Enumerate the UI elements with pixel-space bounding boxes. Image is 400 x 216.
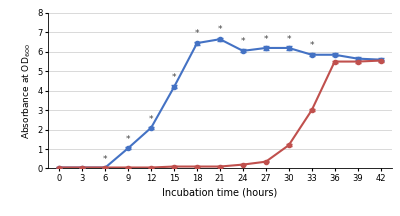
Text: *: * — [103, 155, 108, 164]
X-axis label: Incubation time (hours): Incubation time (hours) — [162, 187, 278, 197]
Text: *: * — [149, 115, 154, 124]
Text: *: * — [195, 29, 199, 38]
Text: *: * — [241, 37, 245, 46]
Text: *: * — [310, 41, 314, 50]
Text: *: * — [126, 135, 130, 144]
Text: *: * — [286, 35, 291, 44]
Text: *: * — [218, 25, 222, 34]
Text: *: * — [172, 73, 176, 82]
Y-axis label: Absorbance at OD$_{600}$: Absorbance at OD$_{600}$ — [20, 43, 33, 138]
Text: *: * — [264, 35, 268, 44]
